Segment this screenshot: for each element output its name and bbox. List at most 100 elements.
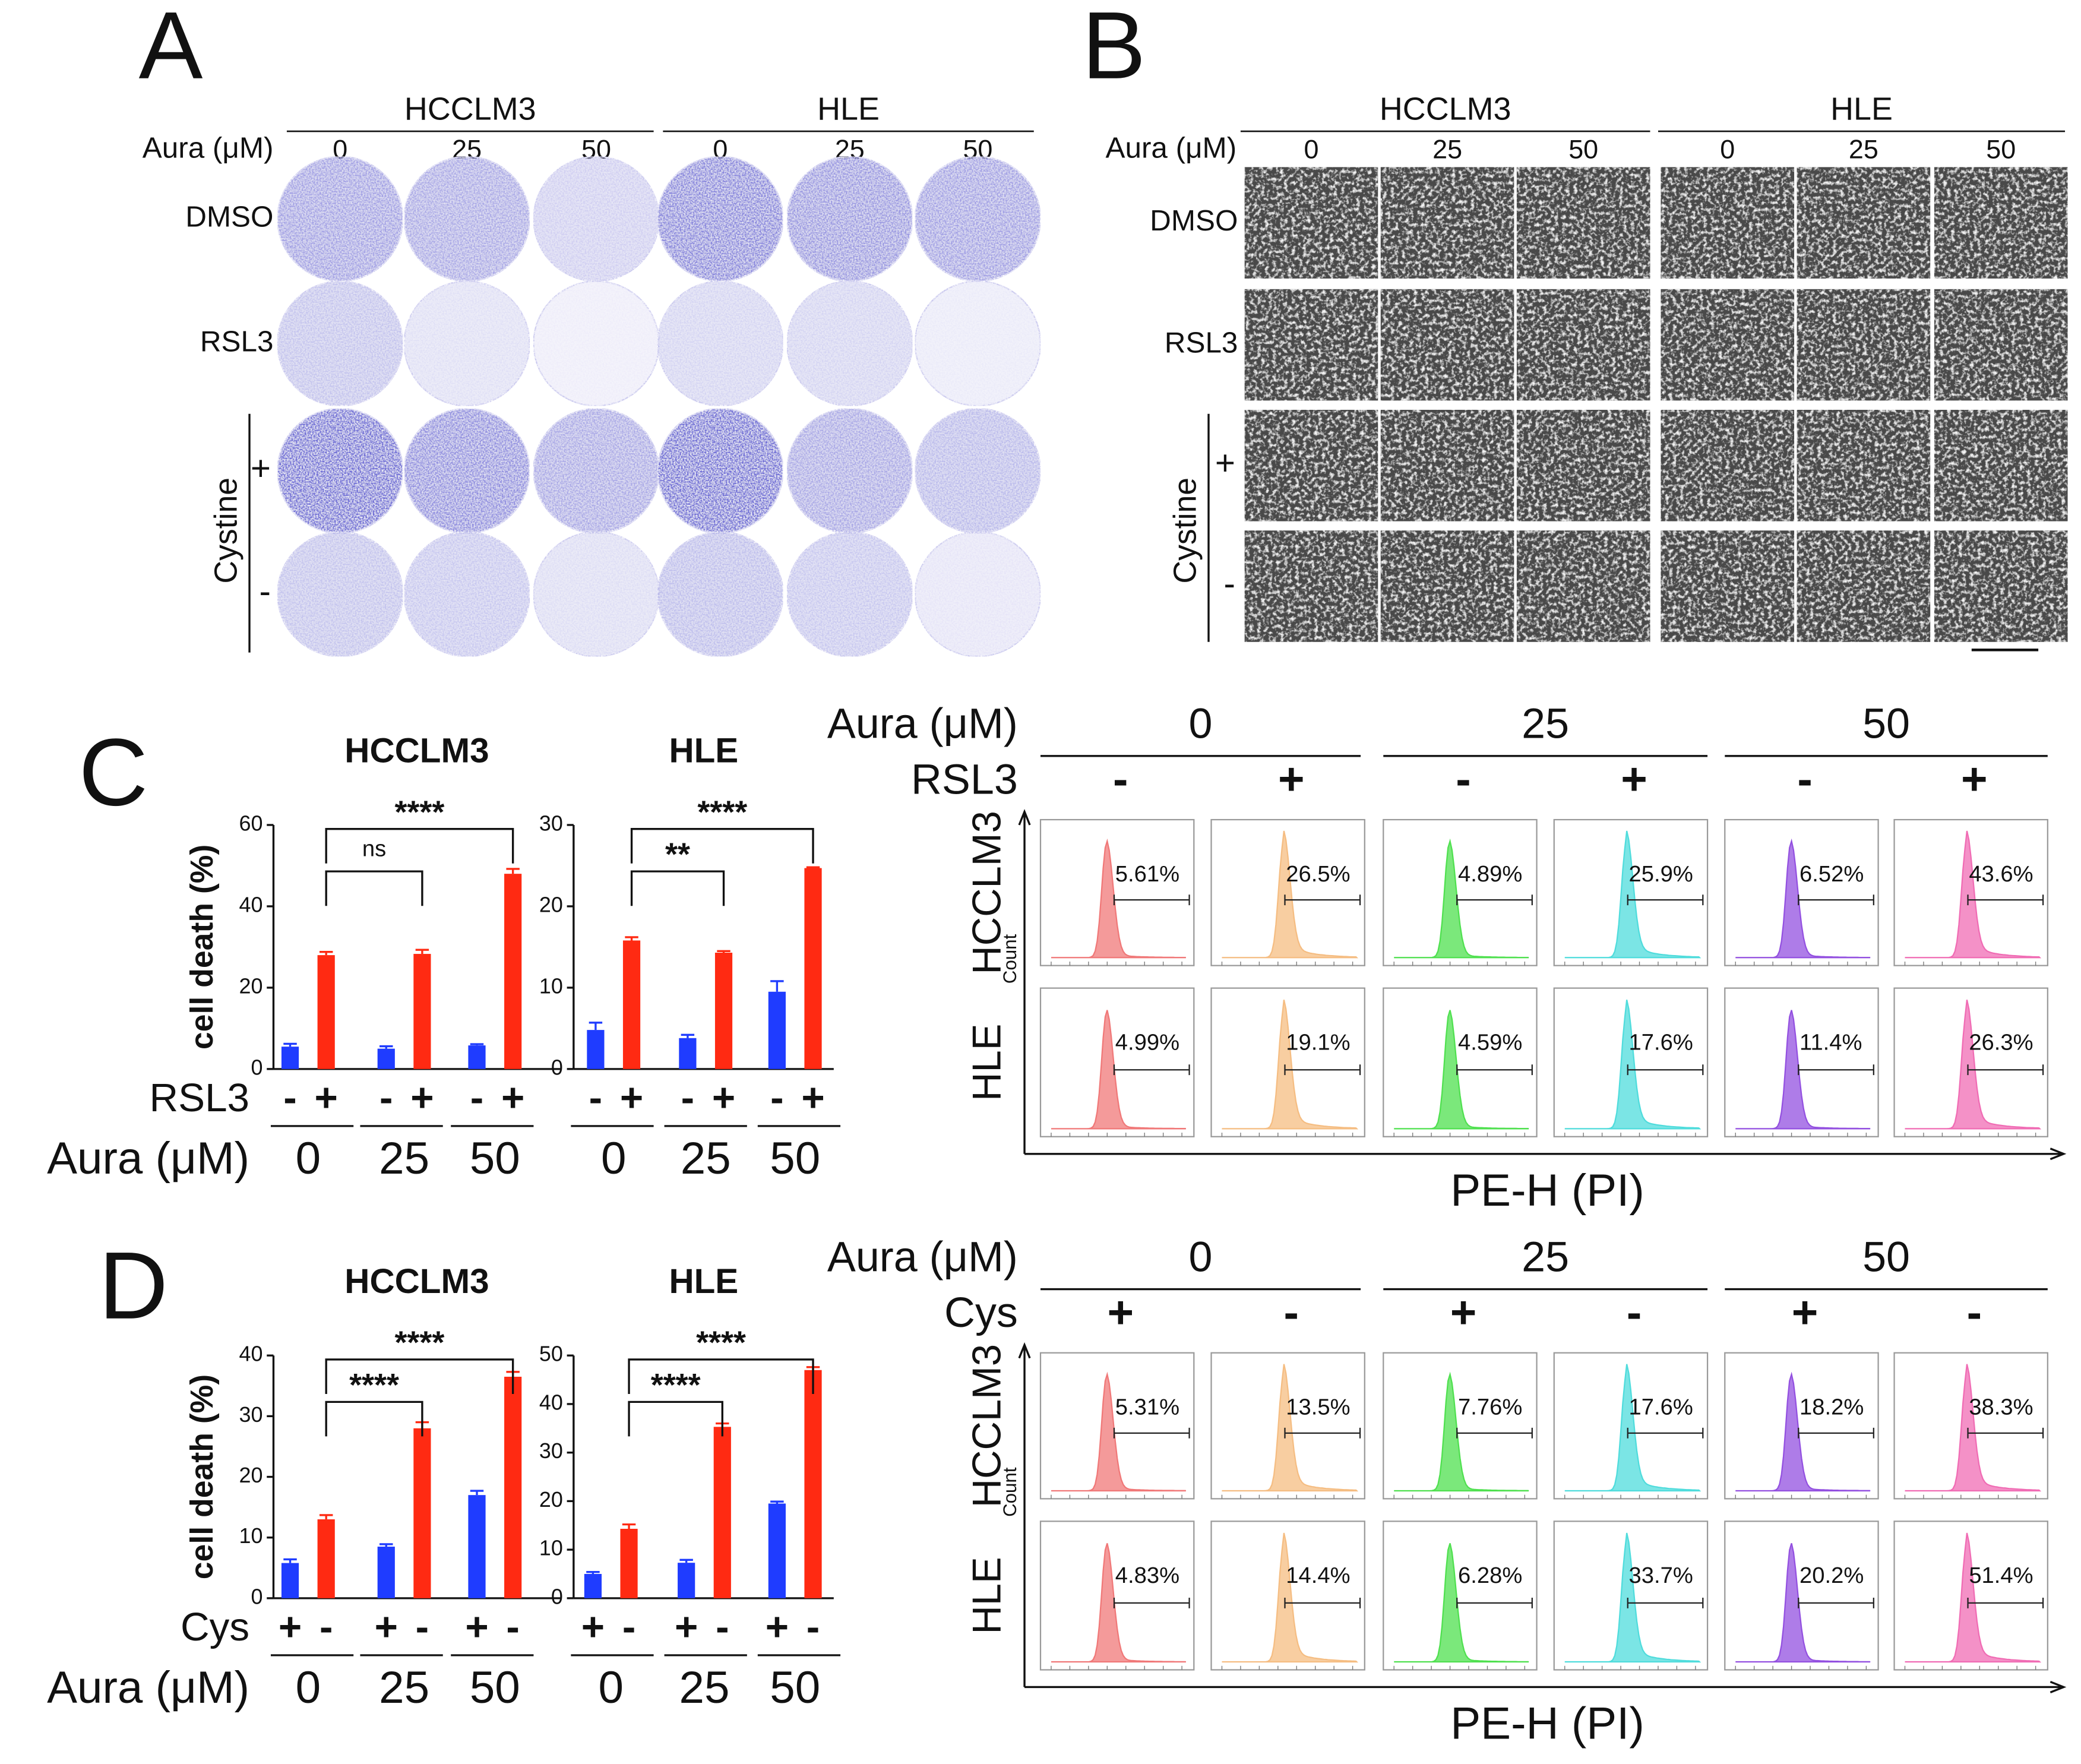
error-bar [681,1033,695,1038]
gate-percentage: 7.76% [1458,1395,1522,1420]
y-tick-label: 0 [251,1585,263,1608]
bar [317,955,335,1069]
dose-label: Aura (μM) [827,1233,1018,1281]
gate [1798,1427,1874,1439]
significance-bracket [325,1401,423,1437]
cell-line-header: HCCLM3 [1380,91,1511,127]
plate-well [403,156,530,282]
histogram [1735,1543,1871,1663]
y-tick-label: 20 [239,1463,263,1487]
plate-well [786,407,913,534]
treatment-sign: + [1621,754,1647,805]
gate [1113,1064,1190,1076]
error-bar [319,1514,333,1520]
y-tick-label: 50 [539,1342,563,1366]
y-tick-label: 10 [239,1524,263,1548]
gate [1456,1597,1533,1608]
bar [377,1048,395,1069]
bar [377,1547,395,1598]
group-sign: - [470,1076,483,1120]
group-sign: - [506,1605,519,1649]
micrograph [1797,410,1931,521]
y-tick-label: 30 [539,812,563,836]
histogram [1051,1371,1187,1492]
x-tick-label: 50 [770,1133,820,1184]
histogram [1564,1000,1702,1130]
dose: 0 [1304,134,1318,164]
panel-label: B [1082,0,1146,99]
gate [1967,1597,2044,1608]
plate-well [914,156,1042,282]
bar [504,874,522,1069]
dose-label: Aura (μM) [143,131,274,164]
y-tick-label: 30 [239,1403,263,1427]
row-label: HCCLM3 [964,1344,1009,1507]
gate-percentage: 33.7% [1629,1563,1693,1588]
bar [768,1503,786,1598]
significance-bracket [325,1358,514,1394]
error-bar [806,866,820,868]
treatment-label: Cys [944,1289,1018,1336]
group-sign: - [716,1605,729,1649]
row-label: - [260,573,271,611]
treatment-label: Cys [181,1605,249,1649]
dose: 0 [1189,700,1213,748]
histogram [1222,830,1359,959]
gate-percentage: 14.4% [1286,1563,1350,1588]
bar [504,1376,522,1598]
significance-label: **** [349,1367,399,1403]
chart-title: HCCLM3 [344,732,489,770]
plate-well [277,156,404,282]
group-sign: + [279,1605,302,1649]
gate [1798,1064,1874,1076]
histogram [1564,1364,1702,1492]
chart-title: HCCLM3 [344,1262,489,1301]
bar [620,1528,638,1598]
y-tick-label: 10 [539,974,563,998]
group-sign: + [465,1605,488,1649]
group-sign: - [681,1076,694,1120]
y-tick-label: 40 [239,893,263,916]
bar [714,953,733,1069]
gate [1113,894,1190,906]
treatment-sign: - [1967,1287,1982,1338]
y-axis-label: cell death (%) [184,1374,220,1579]
group-sign: + [675,1605,698,1649]
group-sign: - [622,1605,635,1649]
group-label: Cystine [208,478,243,584]
gate [1284,1597,1361,1608]
group-sign: + [801,1076,824,1120]
gate [1627,1427,1704,1439]
bar [317,1519,335,1598]
plate-well [403,531,530,657]
gate [1967,894,2044,906]
x-tick-label: 25 [379,1662,429,1713]
gate-percentage: 17.6% [1629,1030,1693,1055]
gate-percentage: 18.2% [1799,1395,1864,1420]
micrograph [1661,289,1795,401]
histogram [1905,1000,2042,1130]
gate [1284,1064,1361,1076]
y-tick-label: 20 [239,974,263,998]
x-tick-label: 50 [470,1662,520,1713]
treatment-sign: + [1278,754,1305,805]
histogram [1735,838,1871,959]
gate-percentage: 6.28% [1458,1563,1522,1588]
gate-percentage: 4.99% [1115,1030,1179,1055]
significance-bracket [325,828,514,864]
y-tick-label: 0 [551,1055,563,1079]
error-bar [470,1043,484,1046]
dose: 50 [1862,1233,1910,1281]
histogram [1905,1532,2042,1663]
bar [413,1428,431,1598]
plate-well [277,531,404,657]
chart-title: HLE [669,732,738,770]
micrograph [1661,530,1795,642]
error-bar [622,1523,636,1529]
gate-percentage: 20.2% [1799,1563,1864,1588]
bar [622,940,641,1069]
micrograph [1380,167,1514,279]
histogram [1051,1010,1187,1130]
dose: 50 [1986,134,2016,164]
